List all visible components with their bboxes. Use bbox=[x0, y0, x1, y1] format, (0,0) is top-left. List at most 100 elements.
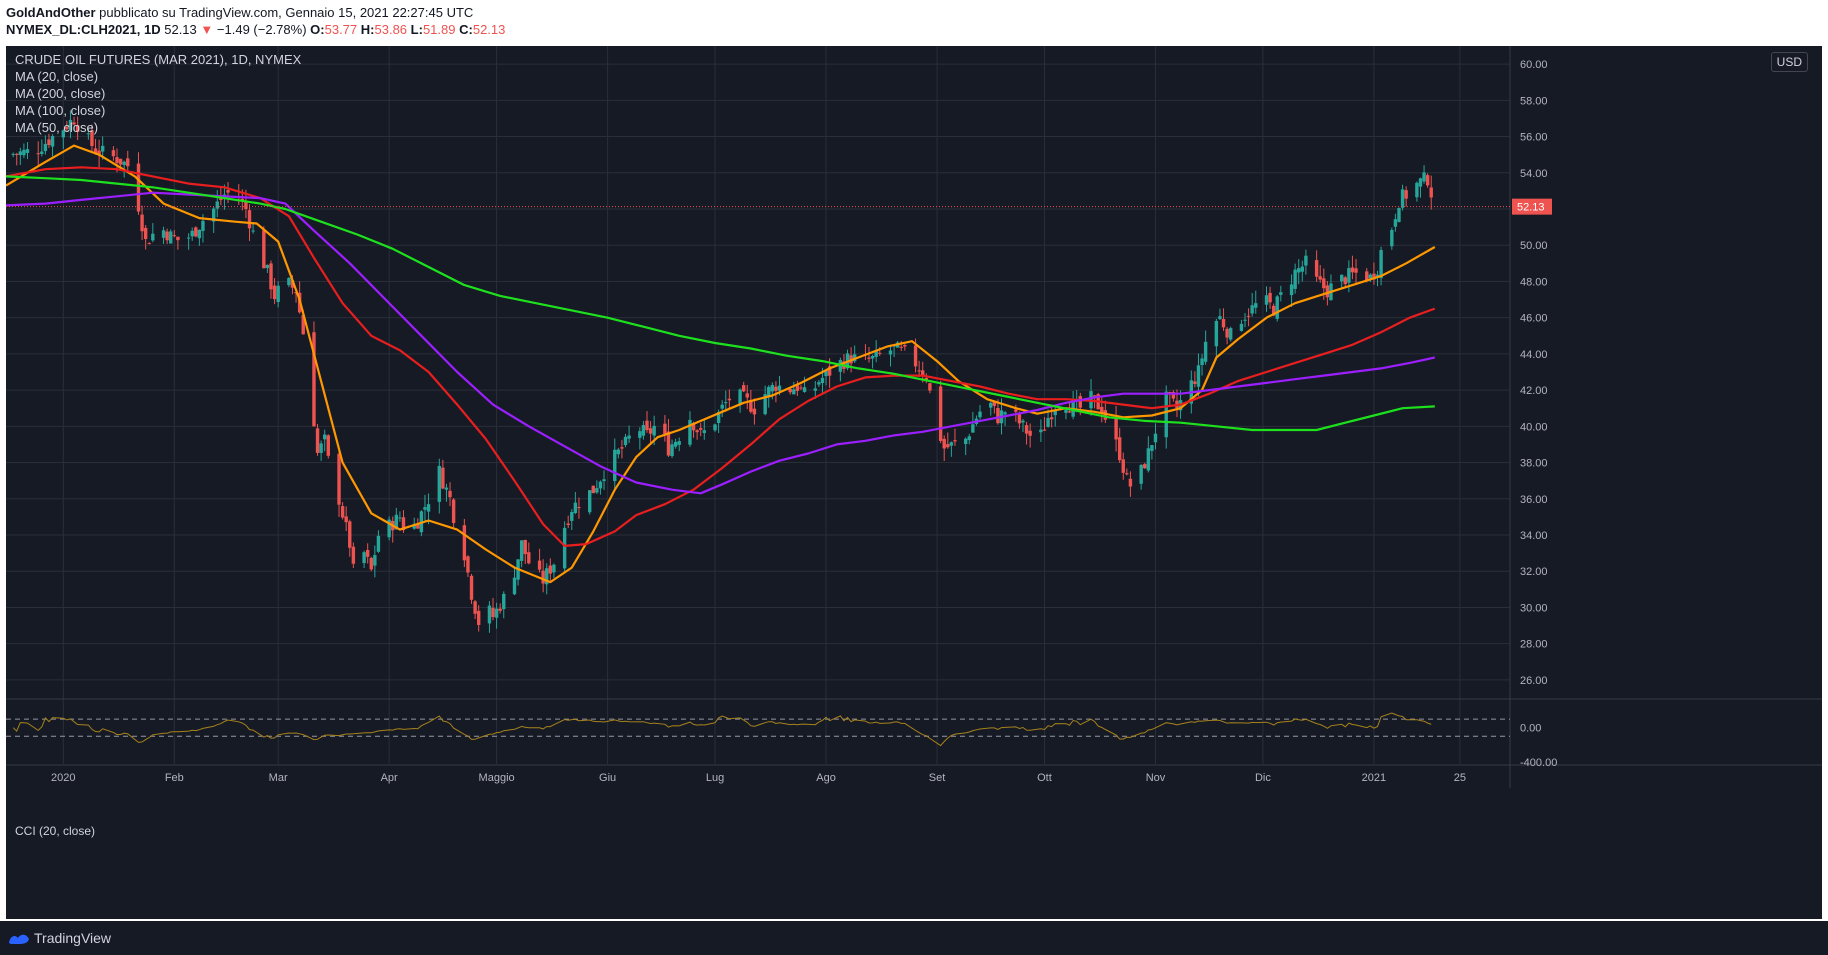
candle-body[interactable] bbox=[1203, 341, 1208, 362]
candle-body[interactable] bbox=[971, 424, 975, 433]
candle-body[interactable] bbox=[323, 434, 327, 440]
candle-body[interactable] bbox=[967, 436, 971, 441]
candle-body[interactable] bbox=[190, 230, 194, 237]
candle-body[interactable] bbox=[1228, 328, 1233, 340]
candle-body[interactable] bbox=[577, 507, 581, 509]
candle-body[interactable] bbox=[72, 122, 76, 125]
candle-body[interactable] bbox=[713, 424, 717, 431]
candle-body[interactable] bbox=[749, 400, 753, 412]
candle-body[interactable] bbox=[1365, 271, 1369, 282]
candle-body[interactable] bbox=[1250, 305, 1254, 314]
candle-body[interactable] bbox=[491, 607, 495, 618]
candle-body[interactable] bbox=[1128, 478, 1133, 487]
legend-ma20[interactable]: MA (20, close) bbox=[15, 69, 99, 84]
candle-body[interactable] bbox=[541, 570, 545, 584]
candle-body[interactable] bbox=[566, 523, 570, 525]
candle-body[interactable] bbox=[1325, 285, 1330, 298]
candle-body[interactable] bbox=[1092, 395, 1097, 397]
candle-body[interactable] bbox=[172, 235, 177, 237]
candle-body[interactable] bbox=[143, 227, 148, 239]
candle-body[interactable] bbox=[462, 525, 467, 561]
candle-body[interactable] bbox=[1246, 315, 1251, 317]
candle-body[interactable] bbox=[1393, 219, 1398, 227]
candle-body[interactable] bbox=[745, 393, 749, 398]
candle-body[interactable] bbox=[1053, 410, 1057, 416]
candle-body[interactable] bbox=[899, 346, 903, 348]
candle-body[interactable] bbox=[724, 402, 728, 404]
candle-body[interactable] bbox=[151, 233, 155, 241]
candle-body[interactable] bbox=[165, 231, 169, 241]
candle-body[interactable] bbox=[65, 126, 69, 130]
candle-body[interactable] bbox=[269, 263, 273, 290]
candle-body[interactable] bbox=[1268, 292, 1272, 303]
candle-body[interactable] bbox=[201, 220, 205, 231]
candle-body[interactable] bbox=[1121, 459, 1125, 473]
candle-body[interactable] bbox=[1314, 260, 1319, 277]
candle-body[interactable] bbox=[290, 280, 295, 288]
candle-body[interactable] bbox=[348, 521, 352, 548]
candle-body[interactable] bbox=[312, 332, 316, 427]
candle-body[interactable] bbox=[1039, 429, 1043, 433]
candle-body[interactable] bbox=[1139, 464, 1143, 484]
candle-body[interactable] bbox=[136, 163, 141, 212]
candle-body[interactable] bbox=[426, 504, 431, 512]
candle-body[interactable] bbox=[1275, 296, 1279, 319]
candle-body[interactable] bbox=[487, 605, 492, 624]
candle-body[interactable] bbox=[1143, 464, 1147, 469]
candle-body[interactable] bbox=[473, 601, 477, 614]
candle-body[interactable] bbox=[1429, 187, 1433, 198]
candle-body[interactable] bbox=[1379, 250, 1383, 279]
candle-body[interactable] bbox=[1279, 292, 1283, 295]
candle-body[interactable] bbox=[799, 387, 803, 389]
candle-body[interactable] bbox=[616, 449, 621, 455]
candle-body[interactable] bbox=[774, 386, 778, 391]
candle-body[interactable] bbox=[924, 377, 929, 380]
candle-body[interactable] bbox=[1214, 320, 1219, 347]
candle-body[interactable] bbox=[272, 285, 277, 300]
candle-body[interactable] bbox=[813, 388, 817, 391]
price-chart[interactable]: 26.00 28.00 30.00 32.00 34.00 36.00 38.00 40.00… bbox=[6, 46, 1822, 919]
candle-body[interactable] bbox=[602, 479, 606, 482]
candle-body[interactable] bbox=[1293, 269, 1297, 289]
candle-body[interactable] bbox=[638, 431, 642, 438]
candle-body[interactable] bbox=[1042, 429, 1047, 431]
candle-body[interactable] bbox=[194, 227, 198, 237]
candle-body[interactable] bbox=[140, 214, 144, 232]
candle-body[interactable] bbox=[1225, 328, 1229, 338]
candle-body[interactable] bbox=[1350, 267, 1355, 273]
legend-ma100[interactable]: MA (100, close) bbox=[15, 103, 106, 118]
candle-body[interactable] bbox=[598, 481, 603, 489]
candle-body[interactable] bbox=[100, 145, 105, 152]
candle-body[interactable] bbox=[1024, 425, 1029, 434]
candle-body[interactable] bbox=[376, 535, 381, 552]
candle-body[interactable] bbox=[519, 540, 524, 561]
candle-body[interactable] bbox=[777, 385, 782, 391]
candle-body[interactable] bbox=[147, 243, 151, 245]
candle-body[interactable] bbox=[648, 428, 653, 434]
candle-body[interactable] bbox=[244, 200, 248, 209]
brand[interactable]: TradingView bbox=[8, 930, 111, 946]
candle-body[interactable] bbox=[186, 237, 191, 239]
candle-body[interactable] bbox=[688, 419, 692, 445]
candle-body[interactable] bbox=[1390, 230, 1394, 247]
candle-body[interactable] bbox=[537, 560, 542, 570]
candle-body[interactable] bbox=[702, 430, 706, 434]
candle-body[interactable] bbox=[61, 130, 65, 138]
candle-body[interactable] bbox=[340, 506, 345, 518]
candle-body[interactable] bbox=[763, 394, 767, 415]
candle-body[interactable] bbox=[1150, 445, 1154, 451]
candle-body[interactable] bbox=[498, 608, 502, 611]
candle-body[interactable] bbox=[387, 519, 391, 538]
candle-body[interactable] bbox=[613, 449, 617, 482]
candle-body[interactable] bbox=[502, 593, 506, 610]
legend-ma200[interactable]: MA (200, close) bbox=[15, 86, 106, 101]
candle-body[interactable] bbox=[548, 565, 553, 574]
candle-body[interactable] bbox=[1164, 391, 1168, 438]
candle-body[interactable] bbox=[942, 438, 946, 449]
candle-body[interactable] bbox=[545, 568, 549, 585]
candle-body[interactable] bbox=[401, 517, 406, 531]
candle-body[interactable] bbox=[444, 487, 449, 490]
candle-body[interactable] bbox=[1422, 172, 1426, 182]
candle-body[interactable] bbox=[441, 467, 445, 489]
candle-body[interactable] bbox=[90, 130, 94, 147]
